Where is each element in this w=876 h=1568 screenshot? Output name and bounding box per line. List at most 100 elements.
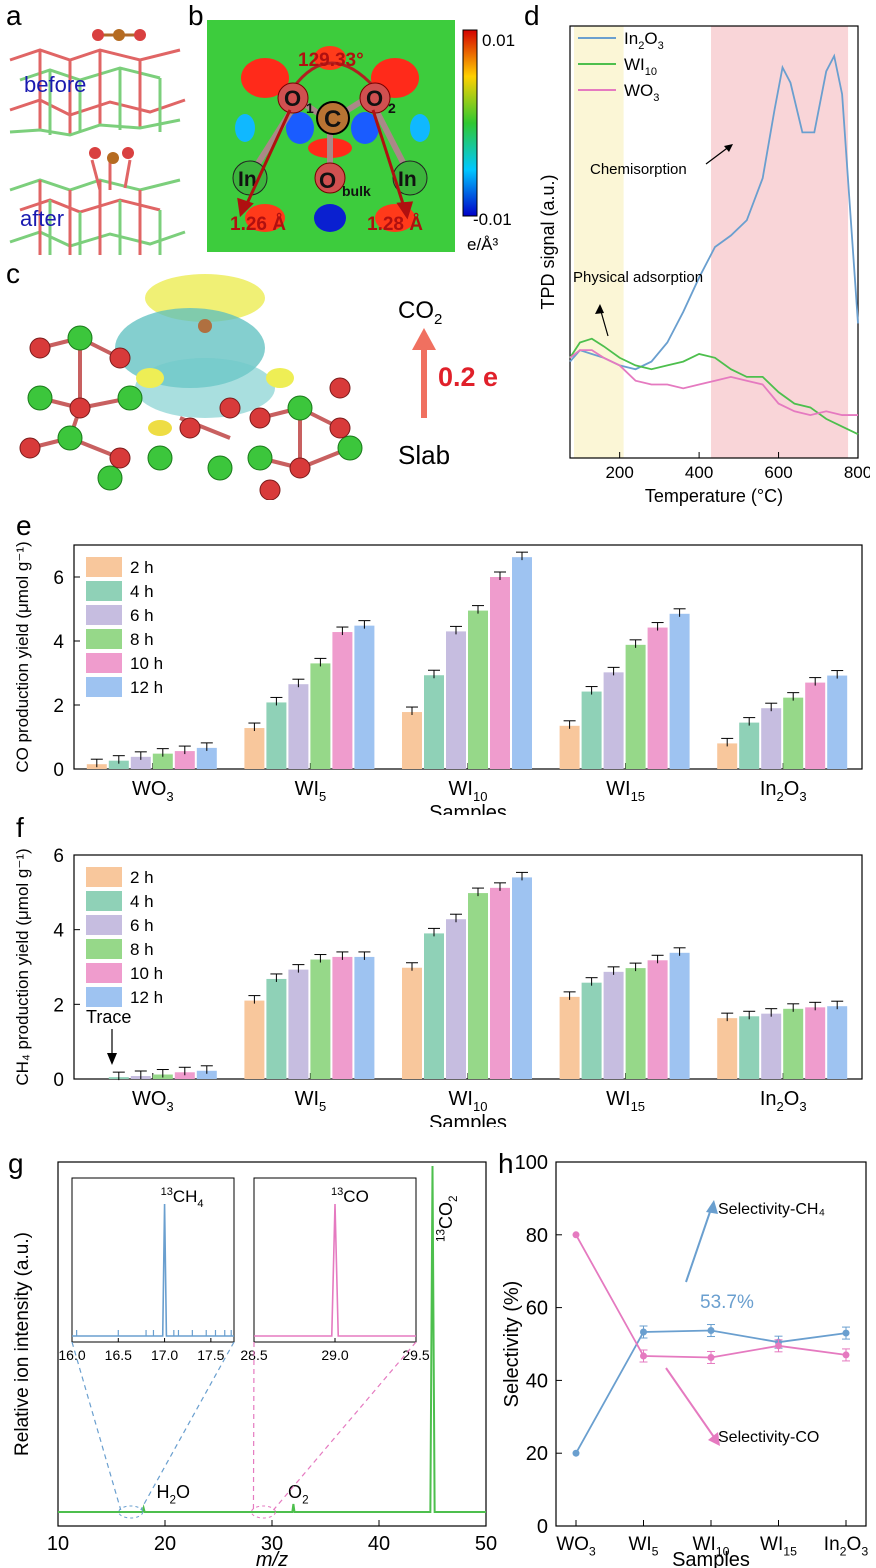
inset-tick-label: 17.5	[197, 1347, 224, 1363]
x-tick-label: 40	[368, 1533, 390, 1555]
bar	[512, 557, 532, 769]
bar	[196, 747, 217, 769]
panel-letter-c: c	[6, 258, 20, 289]
x-tick-label-part: O	[847, 1534, 862, 1555]
legend-label: 6 h	[130, 916, 154, 935]
zoom-ellipse-ch4	[118, 1505, 144, 1519]
x-tick-label-sub: 3	[166, 789, 173, 804]
bar	[446, 919, 466, 1079]
legend-swatch	[86, 557, 122, 577]
bar	[647, 960, 668, 1079]
annotation-trace: Trace	[86, 1007, 131, 1027]
x-tick-label: In2O3	[824, 1534, 869, 1559]
x-tick-label: WO3	[132, 778, 174, 804]
x-tick-label-part: O	[784, 778, 800, 800]
x-tick-label-sub: 10	[473, 1099, 487, 1114]
arrow-value: 0.2 e	[438, 362, 498, 392]
peak-label-13co2-sup: 13	[435, 1229, 448, 1242]
svg-text:O: O	[284, 86, 301, 111]
colorbar-min: -0.01	[473, 210, 512, 229]
x-tick-label-part: WO	[556, 1534, 589, 1555]
annotation-selectivity-co: Selectivity-CO	[718, 1429, 819, 1446]
x-tick-label-sub: 3	[166, 1099, 173, 1114]
annotation-arrowhead	[708, 1432, 720, 1446]
x-axis-label: m/z	[256, 1549, 288, 1568]
annotation-selectivity-ch4: Selectivity-CH₄	[718, 1201, 825, 1218]
peak-label-13co2-sub: 2	[447, 1195, 460, 1202]
bar	[512, 877, 532, 1079]
x-tick-label: 200	[605, 463, 633, 482]
atom-in-left: In	[232, 160, 268, 196]
legend-label: 6 h	[130, 606, 154, 625]
x-tick-label: 400	[685, 463, 713, 482]
inset-spectrum	[254, 1203, 416, 1337]
annotation-arrow-ch4	[685, 1205, 713, 1283]
x-tick-label-part: O	[784, 1088, 800, 1110]
slab-before	[9, 48, 186, 137]
legend-swatch	[86, 605, 122, 625]
inset-title-part: CH	[173, 1187, 198, 1206]
y-tick-label: 6	[53, 846, 64, 867]
annotation-physical: Physical adsorption	[573, 269, 703, 286]
x-tick-label-sub: 2	[777, 1099, 784, 1114]
bar	[196, 1070, 217, 1079]
y-tick-label: 20	[526, 1443, 548, 1465]
atom-in-right: In	[392, 160, 428, 196]
legend-label: 4 h	[130, 892, 154, 911]
bar	[490, 887, 510, 1079]
legend-label-sub: 3	[653, 92, 659, 104]
y-tick-label: 100	[515, 1152, 548, 1174]
bar	[266, 702, 287, 769]
y-axis-label: CO production yield (μmol g⁻¹)	[13, 541, 32, 772]
peak-label-o2-part: O	[288, 1482, 302, 1502]
atom-o1: O 1	[277, 82, 314, 116]
x-axis-label: Samples	[429, 802, 507, 815]
svg-text:In: In	[238, 168, 257, 191]
legend-label-part: O	[644, 29, 657, 48]
label-before: before	[24, 72, 86, 97]
x-tick-label-part: WI	[693, 1534, 716, 1555]
x-tick-label: WI15	[606, 1088, 645, 1114]
peak-label-o2-sub: 2	[302, 1493, 309, 1506]
angle-label: 129.33°	[298, 50, 364, 71]
svg-text:1: 1	[306, 100, 314, 116]
arrow-top-label: CO2	[398, 297, 442, 328]
x-tick-label-part: WI	[606, 1088, 630, 1110]
x-tick-label: 50	[475, 1533, 497, 1555]
legend-swatch	[86, 891, 122, 911]
bar	[354, 956, 375, 1079]
peak-label-h2o-part: O	[176, 1482, 190, 1502]
atom-c-adsorbed	[198, 319, 212, 333]
bar	[739, 1016, 760, 1079]
y-tick-label: 60	[526, 1298, 548, 1320]
annotation-arrow-co	[665, 1367, 717, 1441]
panel-c-charge-transfer: CO2 0.2 e Slab	[19, 274, 498, 500]
svg-text:C: C	[324, 106, 341, 133]
inset-title-sup: 13	[331, 1186, 343, 1198]
arrow-bottom-label: Slab	[398, 440, 450, 470]
y-tick-label: 0	[53, 1070, 64, 1091]
bar	[424, 675, 444, 769]
bar	[354, 625, 375, 769]
zoom-connector	[272, 1341, 417, 1511]
y-tick-label: 0	[537, 1516, 548, 1538]
inset-title-sup: 13	[161, 1186, 173, 1198]
legend-label: WI10	[624, 55, 657, 78]
x-tick-label-sub: 3	[799, 789, 806, 804]
x-tick-label-sub: 5	[319, 1099, 326, 1114]
colorbar-unit: e/Å³	[467, 235, 499, 254]
y-tick-label: 4	[53, 921, 64, 942]
annotation-53-7: 53.7%	[700, 1292, 754, 1313]
atom-c: C	[316, 101, 350, 135]
panel-letter-h: h	[498, 1148, 514, 1179]
y-tick-label: 2	[53, 995, 64, 1016]
bar	[581, 691, 602, 769]
x-axis-label: Samples	[672, 1549, 750, 1568]
bar	[174, 751, 195, 769]
y-tick-label: 4	[53, 632, 64, 653]
x-tick-label-sub: 15	[631, 1099, 645, 1114]
legend-label-sub: 10	[645, 66, 657, 78]
series-point	[572, 1231, 580, 1239]
bar	[424, 933, 444, 1079]
bar	[647, 627, 668, 769]
